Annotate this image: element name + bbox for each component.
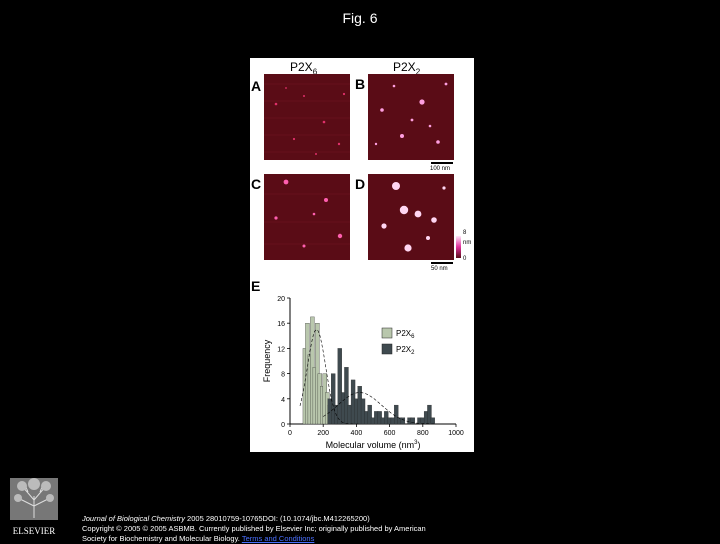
afm-image-a <box>264 74 350 160</box>
scale-bar-bottom <box>431 262 453 264</box>
legend-entry: P2X6 <box>396 329 415 340</box>
legend-swatch <box>381 327 393 339</box>
afm-image-d <box>368 174 454 260</box>
y-axis-label: Frequency <box>262 339 272 382</box>
height-scale-unit: nm <box>463 240 472 246</box>
height-scale-max: 8 <box>463 230 467 236</box>
bar-p2x2 <box>400 417 406 425</box>
bar-p2x2 <box>337 348 342 425</box>
scale-label-top: 100 nm <box>430 166 451 172</box>
panel-label-b: B <box>355 76 366 92</box>
x-tick-label: 800 <box>417 430 429 437</box>
x-tick-label: 0 <box>288 430 292 437</box>
elsevier-logo: ELSEVIER <box>10 478 58 536</box>
footer-line-2: Copyright © 2005 © 2005 ASBMB. Currently… <box>82 524 426 533</box>
bar-p2x2 <box>410 417 415 425</box>
height-scale-min: 0 <box>463 256 467 262</box>
bar-p2x2 <box>367 404 372 425</box>
y-tick-label: 16 <box>277 321 285 328</box>
afm-image-c <box>264 174 350 260</box>
y-tick-label: 12 <box>277 346 285 353</box>
y-tick-label: 20 <box>277 296 285 303</box>
x-tick-label: 400 <box>351 430 363 437</box>
panel-label-a: A <box>251 78 262 94</box>
terms-link[interactable]: Terms and Conditions <box>241 534 315 543</box>
scale-bar-top <box>431 162 453 164</box>
y-tick-label: 4 <box>281 397 285 404</box>
column-header-p2x2: P2X2 <box>393 60 421 77</box>
panel-label-d: D <box>355 176 366 192</box>
column-header-p2x6: P2X6 <box>290 60 318 77</box>
x-tick-label: 600 <box>384 430 396 437</box>
y-tick-label: 0 <box>281 422 285 429</box>
footer-line-1: Journal of Biological Chemistry 2005 280… <box>82 514 370 523</box>
y-tick-label: 8 <box>281 372 285 379</box>
afm-image-b <box>368 74 454 160</box>
bar-p2x2 <box>430 417 435 425</box>
x-tick-label: 1000 <box>448 430 464 437</box>
panel-label-e: E <box>251 278 261 294</box>
slide-title: Fig. 6 <box>342 10 378 26</box>
height-color-scale <box>456 236 461 258</box>
histogram: 0 4 8 12 16 20 0 200 400 600 800 1000 Frequency Molec… <box>250 276 474 452</box>
x-tick-label: 200 <box>317 430 329 437</box>
x-axis-label: Molecular volume (nm3) <box>326 440 421 450</box>
legend-swatch <box>381 343 393 355</box>
footer-line-3: Society for Biochemistry and Molecular B… <box>82 534 315 543</box>
panel-label-c: C <box>251 176 262 192</box>
legend-entry: P2X2 <box>396 345 415 356</box>
fit-curve-p2x6 <box>299 329 360 425</box>
footer-citation: Journal of Biological Chemistry 2005 280… <box>82 514 602 544</box>
bar-p2x2 <box>344 367 349 425</box>
bar-p2x2 <box>427 404 432 425</box>
bar-p2x2 <box>394 404 399 425</box>
scale-label-bottom: 50 nm <box>431 266 448 272</box>
figure: P2X6 P2X2 A B C D E 100 nm <box>250 58 474 452</box>
svg-text:ELSEVIER: ELSEVIER <box>13 526 56 536</box>
